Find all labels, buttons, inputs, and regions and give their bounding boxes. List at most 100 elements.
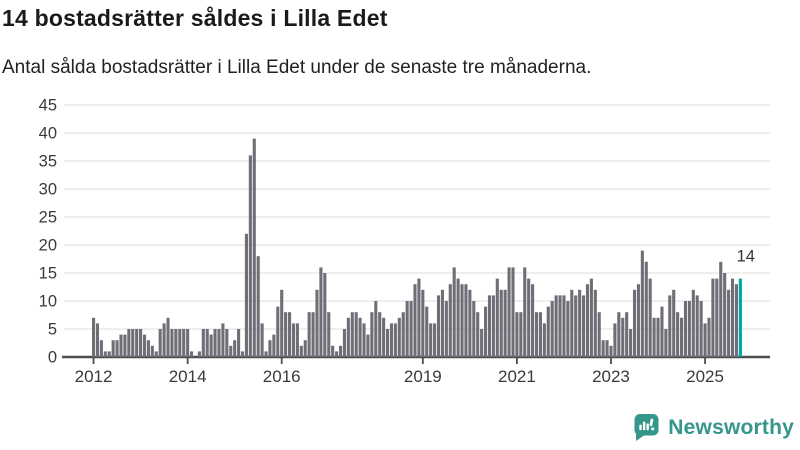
bar [601, 340, 605, 357]
bar [205, 329, 209, 357]
bar [299, 345, 303, 357]
bar [534, 312, 539, 357]
bar [625, 312, 629, 357]
bar [201, 329, 205, 357]
bar [719, 261, 723, 357]
bar [311, 312, 315, 357]
bar [233, 340, 237, 357]
bar [652, 317, 656, 357]
bar [589, 278, 593, 357]
bar [515, 312, 519, 357]
bar [268, 340, 272, 357]
bar [335, 351, 339, 357]
bar [323, 273, 327, 357]
bar [346, 317, 350, 357]
bar [182, 329, 186, 357]
bar [683, 301, 688, 357]
bar [374, 301, 378, 357]
bar [476, 312, 480, 357]
bar [699, 301, 703, 357]
bar [421, 289, 425, 357]
bar [154, 351, 158, 357]
bar [248, 155, 252, 357]
y-tick-label: 20 [39, 237, 57, 255]
newsworthy-wordmark: Newsworthy [668, 415, 794, 439]
y-tick-label: 10 [39, 293, 57, 311]
bar [358, 317, 362, 357]
bar [460, 284, 464, 357]
bar [209, 334, 213, 357]
bar [558, 295, 562, 357]
bar [711, 278, 715, 357]
bar [350, 312, 354, 357]
bar [260, 323, 264, 357]
y-tick-label: 30 [39, 181, 57, 199]
bar [507, 267, 511, 357]
bar [178, 329, 182, 357]
newsworthy-logo[interactable]: Newsworthy [633, 412, 794, 443]
bar [174, 329, 178, 357]
bar [103, 351, 107, 357]
bar [252, 138, 256, 357]
bar [574, 295, 578, 357]
bar [413, 284, 417, 357]
x-tick-label: 2016 [263, 367, 301, 386]
bar [582, 295, 586, 357]
bar [691, 289, 695, 357]
bar [409, 301, 413, 357]
bar [440, 289, 444, 357]
bar [546, 306, 550, 357]
bar [150, 345, 154, 357]
bar [668, 295, 672, 357]
bar [511, 267, 515, 357]
bar [158, 329, 162, 357]
bar [448, 284, 452, 357]
x-tick-label: 2023 [592, 367, 630, 386]
bar [695, 295, 699, 357]
bar [648, 278, 652, 357]
bar [734, 284, 738, 357]
bar [629, 329, 633, 357]
bar [139, 329, 143, 357]
bar [166, 317, 170, 357]
bar [656, 317, 660, 357]
bar [644, 261, 648, 357]
y-tick-label: 25 [39, 209, 57, 227]
bar [660, 306, 664, 357]
bar [531, 284, 535, 357]
bar [291, 323, 296, 357]
bar [723, 273, 727, 357]
bar [425, 306, 429, 357]
bar [452, 267, 456, 357]
bar [331, 345, 335, 357]
bar [244, 233, 248, 357]
bar [715, 278, 719, 357]
bar [405, 301, 409, 357]
bar [272, 334, 276, 357]
bar [131, 329, 135, 357]
y-tick-label: 5 [48, 321, 57, 339]
x-tick-label: 2019 [404, 367, 442, 386]
x-tick-label: 2012 [75, 367, 113, 386]
chart-subtitle: Antal sålda bostadsrätter i Lilla Edet u… [2, 57, 592, 78]
bar [632, 289, 637, 357]
bar [397, 317, 401, 357]
newsworthy-chart-bubble-icon [633, 412, 660, 443]
bar [523, 267, 527, 357]
bar [727, 289, 731, 357]
bar [319, 267, 323, 357]
bar [354, 312, 358, 357]
page-title: 14 bostadsrätter såldes i Lilla Edet [2, 5, 388, 31]
x-tick-label: 2021 [498, 367, 536, 386]
bar [401, 312, 405, 357]
bar [240, 351, 245, 357]
bar [362, 323, 366, 357]
y-tick-label: 45 [39, 97, 57, 115]
bar [433, 323, 437, 357]
bar [95, 323, 100, 357]
bar [190, 351, 194, 357]
bar [429, 323, 433, 357]
bar [213, 329, 217, 357]
bar [468, 289, 472, 357]
bar [472, 301, 476, 357]
